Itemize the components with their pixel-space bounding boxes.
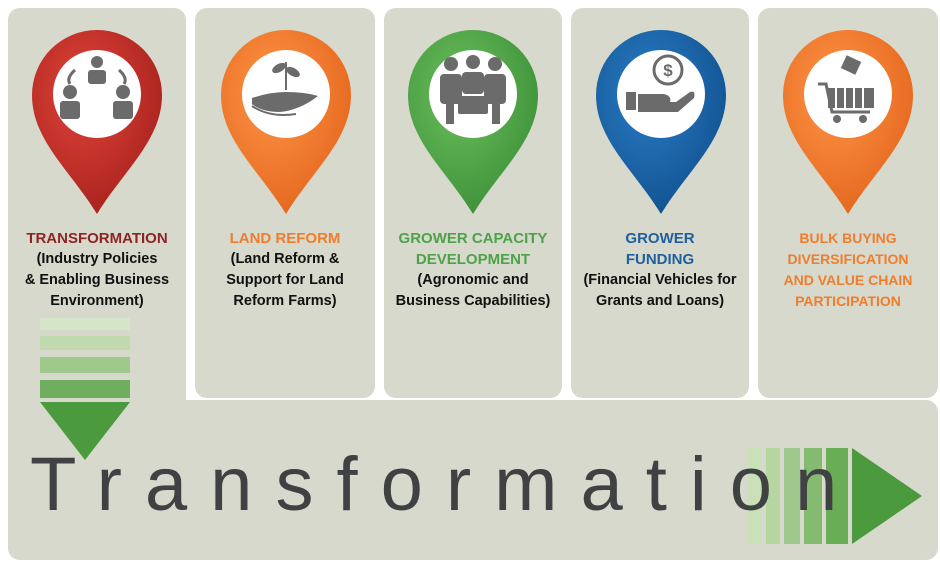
card-desc-line: Business Capabilities) xyxy=(395,293,551,309)
card-title-line: GROWER CAPACITY xyxy=(398,230,548,247)
card-desc-line: & Enabling Business xyxy=(24,272,170,288)
card-text-grower-funding: GROWER FUNDING (Financial Vehicles for G… xyxy=(570,228,750,312)
card-desc-line: (Land Reform & xyxy=(230,251,340,267)
right-arrow xyxy=(748,448,922,544)
bottom-band xyxy=(8,400,938,560)
svg-text:$: $ xyxy=(663,61,673,80)
card-title-line: DIVERSIFICATION xyxy=(787,251,909,267)
card-title: TRANSFORMATION xyxy=(26,230,168,247)
plant-in-hand-icon xyxy=(251,62,318,116)
card-title-line: AND VALUE CHAIN xyxy=(783,272,913,288)
group-meeting-icon xyxy=(440,55,506,124)
card-title-line: BULK BUYING xyxy=(799,230,897,246)
down-arrow xyxy=(40,318,130,460)
card-text-land-reform: LAND REFORM (Land Reform & Support for L… xyxy=(196,228,374,312)
card-title-line: DEVELOPMENT xyxy=(415,251,531,268)
card-desc-line: (Industry Policies xyxy=(36,251,158,267)
card-desc-line: Reform Farms) xyxy=(233,293,337,309)
card-text-bulk-buying: BULK BUYING DIVERSIFICATION AND VALUE CH… xyxy=(760,228,936,312)
shopping-cart-icon xyxy=(818,55,874,123)
card-text-transformation: TRANSFORMATION (Industry Policies & Enab… xyxy=(10,228,184,312)
card-title-line: GROWER xyxy=(625,230,695,247)
card-desc-line: (Agronomic and xyxy=(417,272,529,288)
meeting-people-icon xyxy=(60,56,133,119)
card-title: LAND REFORM xyxy=(229,230,341,247)
card-title-line: PARTICIPATION xyxy=(795,293,901,309)
card-desc-line: Support for Land xyxy=(226,272,344,288)
card-desc-line: Grants and Loans) xyxy=(595,293,725,309)
money-in-hand-icon: $ xyxy=(626,54,695,112)
footer-big-word: Transformation xyxy=(30,442,861,527)
pin-orange-land xyxy=(221,30,351,214)
card-desc-line: Environment) xyxy=(50,293,144,309)
card-text-grower-capacity: GROWER CAPACITY DEVELOPMENT (Agronomic a… xyxy=(382,228,564,312)
card-desc-line: (Financial Vehicles for xyxy=(583,272,737,288)
card-title-line: FUNDING xyxy=(625,251,695,268)
